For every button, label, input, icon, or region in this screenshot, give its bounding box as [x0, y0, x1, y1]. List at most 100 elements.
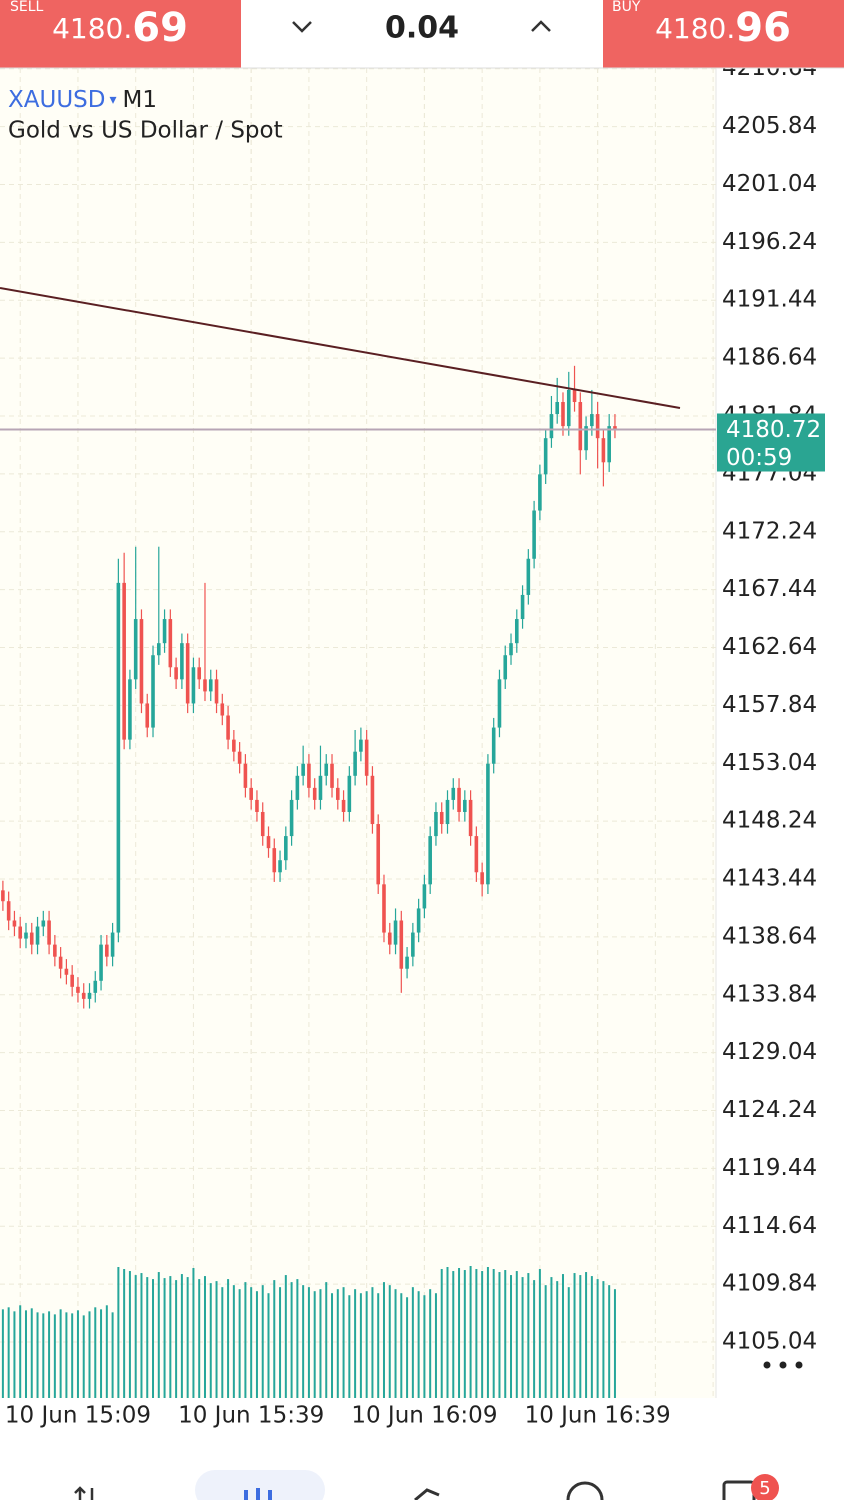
candle-body	[572, 389, 577, 403]
volume-bar	[227, 1279, 230, 1398]
volume-bar	[469, 1266, 472, 1398]
volume-bar	[238, 1289, 241, 1398]
volume-bar	[388, 1285, 391, 1398]
more-dot[interactable]	[763, 1361, 771, 1369]
lot-size[interactable]: 0.04	[385, 11, 459, 46]
candle-body	[503, 655, 508, 680]
candle-body	[457, 787, 461, 812]
candle-body	[468, 799, 473, 837]
volume-bar	[175, 1280, 178, 1398]
buy-price-main: 4180.	[655, 12, 735, 45]
candle-body	[324, 763, 329, 776]
volume-bar	[296, 1279, 299, 1398]
candle-body	[463, 799, 467, 812]
candle-body	[566, 389, 571, 427]
candle-body	[151, 655, 155, 728]
y-tick-label: 4133.84	[722, 981, 817, 1007]
y-tick-label: 4167.44	[722, 576, 817, 602]
nav-history-icon[interactable]	[566, 1481, 604, 1501]
candle-body	[35, 926, 40, 945]
candle-body	[203, 679, 207, 692]
volume-bar	[209, 1283, 212, 1398]
trend-line[interactable]	[0, 287, 681, 409]
lot-decrease[interactable]	[292, 21, 312, 33]
volume-bar	[585, 1272, 588, 1398]
volume-bar	[244, 1282, 247, 1398]
volume-bar	[458, 1268, 461, 1398]
volume-bar	[417, 1291, 420, 1398]
volume-bar	[331, 1293, 334, 1398]
y-tick-label: 4196.24	[722, 229, 817, 255]
volume-bar	[232, 1285, 235, 1398]
volume-bar	[250, 1287, 253, 1398]
volume-bar	[544, 1285, 547, 1398]
candle-body	[87, 992, 92, 999]
candle-body	[416, 908, 421, 933]
candle-body	[532, 510, 536, 559]
candle-body	[249, 787, 253, 800]
candle-body	[555, 402, 560, 415]
volume-bar	[371, 1287, 374, 1398]
volume-bar	[319, 1289, 322, 1398]
volume-bar	[157, 1272, 160, 1398]
volume-bar	[71, 1313, 74, 1398]
y-tick-label: 4186.64	[722, 345, 817, 371]
volume-bar	[267, 1293, 270, 1398]
symbol-dropdown[interactable]: ▾	[109, 92, 116, 108]
candle-body	[185, 643, 190, 704]
volume-bar	[613, 1289, 616, 1398]
volume-bar	[492, 1269, 495, 1398]
buy-button[interactable]	[603, 0, 844, 68]
timeframe[interactable]: M1	[123, 87, 157, 113]
y-tick-label: 4172.24	[722, 518, 817, 544]
candle-body	[122, 582, 126, 740]
candle-body	[526, 558, 531, 595]
candle-body	[197, 667, 202, 680]
y-tick-label: 4148.24	[722, 808, 817, 834]
candle-body	[330, 763, 334, 788]
more-dot[interactable]	[779, 1361, 787, 1369]
candle-body	[601, 438, 606, 463]
y-tick-label: 4143.44	[722, 866, 817, 892]
volume-bar	[354, 1289, 357, 1398]
candle-body	[180, 643, 184, 680]
volume-bar	[411, 1287, 414, 1398]
x-tick-label: 10 Jun 16:09	[351, 1403, 497, 1429]
candle-body	[335, 787, 340, 800]
candle-body	[243, 763, 248, 788]
volume-bar	[24, 1310, 27, 1398]
nav-messages-icon[interactable]	[722, 1480, 756, 1504]
candle-body	[226, 715, 230, 740]
sell-button[interactable]	[0, 0, 241, 68]
candle-body	[491, 727, 496, 764]
y-tick-label: 4138.64	[722, 923, 817, 949]
volume-bar	[128, 1271, 131, 1398]
volume-bar	[134, 1275, 137, 1398]
candle-body	[434, 811, 438, 837]
sell-price-big: 69	[132, 5, 188, 51]
volume-bar	[53, 1314, 56, 1398]
lot-increase[interactable]	[531, 20, 551, 32]
candle-body	[480, 872, 484, 885]
volume-bar	[521, 1277, 524, 1398]
candle-body	[128, 679, 132, 740]
candle-body	[393, 920, 398, 945]
candle-body	[411, 932, 415, 957]
symbol-ticker[interactable]: XAUUSD	[8, 87, 105, 113]
y-tick-label: 4201.04	[722, 171, 817, 197]
more-dot[interactable]	[795, 1361, 803, 1369]
nav-chart-icon[interactable]	[244, 1488, 272, 1500]
nav-trade-icon[interactable]	[414, 1488, 440, 1502]
candle-body	[543, 438, 548, 475]
volume-bar	[440, 1269, 443, 1398]
volume-bar	[111, 1312, 114, 1398]
symbol-description: Gold vs US Dollar / Spot	[8, 118, 283, 144]
volume-bar	[123, 1269, 126, 1398]
volume-bar	[579, 1275, 582, 1398]
candle-body	[295, 775, 300, 800]
volume-bar	[273, 1280, 276, 1398]
volume-bar	[30, 1308, 33, 1398]
volume-bar	[180, 1274, 183, 1398]
nav-quotes-icon[interactable]	[74, 1486, 94, 1500]
